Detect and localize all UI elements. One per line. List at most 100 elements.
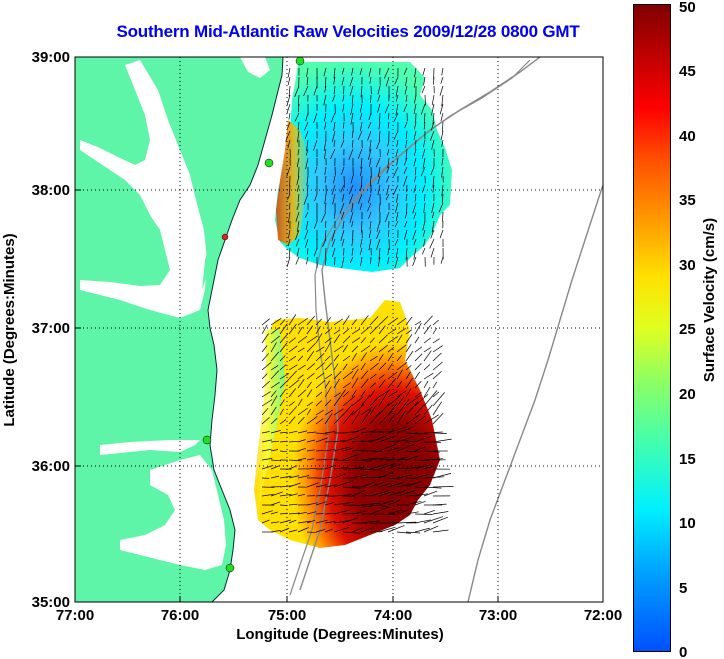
velocity-arrow (405, 481, 422, 488)
velocity-arrow (352, 139, 354, 148)
velocity-arrow (378, 471, 394, 479)
velocity-arrow (405, 247, 408, 260)
velocity-arrow (351, 504, 372, 507)
velocity-arrow (423, 121, 426, 130)
velocity-arrow (432, 338, 440, 344)
velocity-arrow (349, 193, 354, 204)
velocity-arrow (286, 103, 291, 114)
velocity-arrow (387, 509, 402, 515)
velocity-arrow (413, 247, 417, 260)
velocity-arrow (324, 464, 337, 470)
velocity-arrow (414, 446, 427, 452)
velocity-arrow (333, 378, 340, 389)
velocity-arrow (369, 395, 380, 407)
velocity-arrow (387, 336, 398, 344)
velocity-arrow (432, 516, 448, 524)
velocity-arrow (440, 112, 444, 122)
velocity-arrow (421, 184, 426, 193)
velocity-arrow (405, 395, 421, 407)
velocity-arrow (261, 493, 274, 497)
velocity-arrow (314, 193, 318, 202)
velocity-arrow (414, 380, 422, 389)
velocity-arrow (395, 94, 399, 102)
velocity-arrow (378, 458, 396, 461)
velocity-arrow (414, 393, 429, 407)
y-tick-label: 37:00 (32, 320, 70, 337)
velocity-arrow (413, 175, 417, 183)
velocity-arrow (315, 346, 325, 353)
velocity-arrow (306, 482, 319, 488)
velocity-arrow (279, 440, 288, 443)
velocity-arrow (297, 520, 311, 524)
colorbar-tick-labels: 50 45 40 35 30 25 20 15 10 5 0 (679, 0, 696, 659)
velocity-arrow (306, 139, 309, 152)
velocity-arrow (424, 94, 426, 106)
velocity-arrow (349, 211, 354, 223)
velocity-arrow (306, 381, 312, 389)
velocity-arrow (333, 85, 336, 95)
velocity-arrow (367, 193, 372, 204)
velocity-arrow (405, 316, 413, 326)
velocity-arrow (378, 130, 381, 141)
velocity-arrow (369, 411, 381, 425)
velocity-arrow (405, 511, 419, 515)
velocity-arrow (325, 256, 327, 266)
velocity-arrow (414, 432, 428, 435)
velocity-arrow (351, 94, 354, 104)
velocity-arrow (279, 355, 286, 362)
velocity-arrow (439, 229, 444, 239)
velocity-arrow (440, 256, 444, 264)
velocity-arrow (378, 334, 388, 344)
velocity-arrow (396, 436, 414, 443)
velocity-arrow (395, 148, 399, 158)
velocity-arrow (342, 395, 356, 407)
velocity-arrow (261, 373, 268, 380)
velocity-arrow (297, 326, 303, 335)
velocity-arrow (395, 85, 399, 97)
velocity-arrow (369, 404, 377, 416)
velocity-arrow (297, 493, 306, 497)
velocity-arrow (396, 396, 405, 407)
velocity-arrow (315, 513, 324, 515)
velocity-arrow (441, 139, 444, 147)
y-tick-label: 38:00 (32, 182, 70, 199)
velocity-arrow (423, 525, 439, 533)
velocity-arrow (315, 528, 326, 533)
velocity-arrow (306, 531, 317, 534)
velocity-arrow (368, 211, 372, 219)
velocity-arrow (333, 494, 352, 497)
velocity-arrow (405, 344, 412, 353)
velocity-arrow (367, 130, 372, 141)
velocity-arrow (297, 389, 307, 398)
velocity-arrow (286, 94, 291, 106)
x-tick-label: 77:00 (56, 607, 94, 624)
velocity-arrow (377, 85, 381, 95)
y-tick-label: 39:00 (32, 49, 70, 66)
velocity-arrow (351, 466, 364, 470)
velocity-arrow (315, 333, 323, 344)
velocity-arrow (414, 336, 420, 344)
velocity-arrow (360, 345, 371, 353)
velocity-arrow (359, 112, 363, 120)
velocity-arrow (387, 157, 390, 169)
velocity-arrow (414, 500, 426, 506)
velocity-arrow (413, 121, 417, 130)
velocity-arrow (396, 509, 409, 515)
velocity-arrow (369, 325, 379, 335)
velocity-arrow (342, 436, 360, 443)
velocity-arrow (423, 202, 426, 213)
velocity-arrow (395, 103, 399, 116)
velocity-arrow (342, 220, 345, 229)
velocity-arrow (297, 527, 309, 533)
velocity-arrow (387, 139, 390, 147)
velocity-arrow (315, 362, 326, 371)
velocity-arrow (423, 337, 432, 344)
velocity-arrow (442, 211, 444, 222)
velocity-arrow (432, 319, 439, 326)
velocity-arrow (378, 362, 387, 371)
colorbar-tick: 45 (679, 63, 696, 80)
x-tick-label: 76:00 (161, 607, 199, 624)
velocity-arrow (323, 67, 327, 77)
velocity-arrow (324, 502, 335, 506)
velocity-arrow (360, 157, 363, 169)
